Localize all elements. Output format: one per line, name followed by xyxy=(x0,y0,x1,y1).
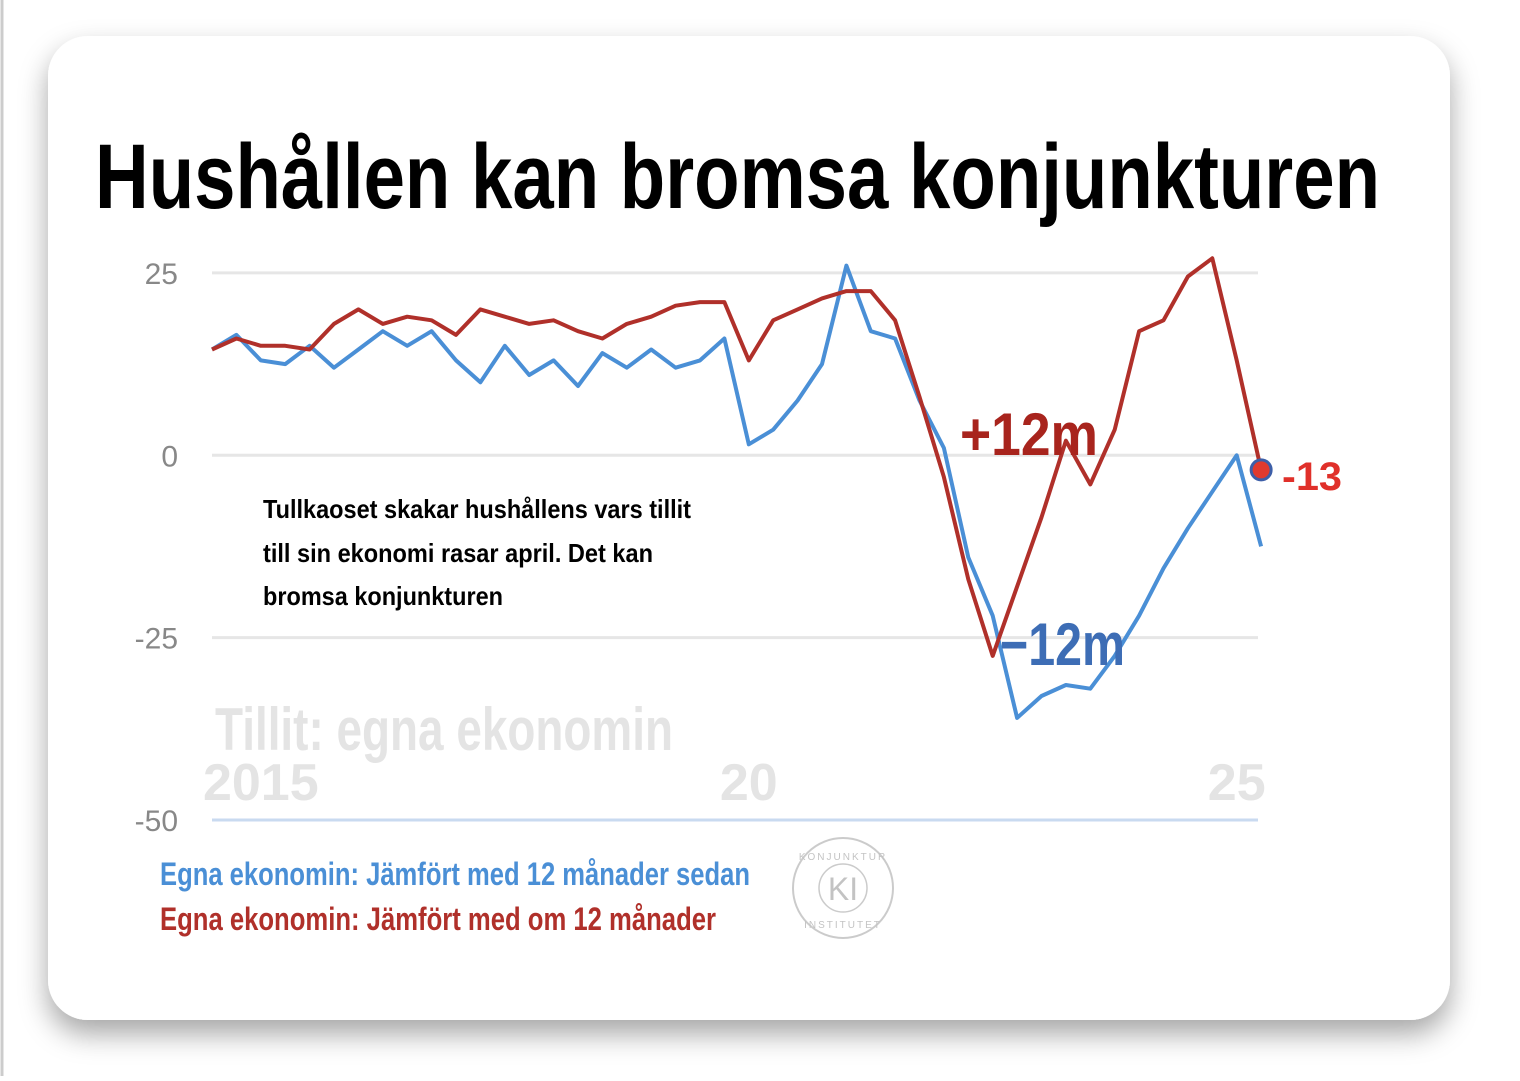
y-tick-label: 25 xyxy=(145,258,178,291)
watermark: Tillit: egna ekonomin xyxy=(215,696,673,763)
y-tick-label: -50 xyxy=(135,805,178,838)
logo-inner xyxy=(818,863,868,913)
y-tick-label: -25 xyxy=(135,623,178,656)
series-line xyxy=(211,256,1264,658)
card xyxy=(48,36,1450,1020)
lines xyxy=(210,256,1273,720)
x-labels: 2015 20 25 xyxy=(203,754,1266,812)
logo-top: KONJUNKTUR xyxy=(799,852,887,863)
end-dot xyxy=(1249,458,1273,482)
annotation-line: Tullkaoset skakar hushållens vars tillit xyxy=(263,494,691,524)
annotation-line: till sin ekonomi rasar april. Det kan xyxy=(263,538,653,568)
logo: KI KONJUNKTUR INSTITUTET xyxy=(792,837,894,939)
annotation: Tullkaoset skakar hushållens vars tillit… xyxy=(263,494,691,611)
x-tick-label: 20 xyxy=(720,754,778,812)
legend-entry: Egna ekonomin: Jämfört med 12 månader se… xyxy=(160,856,750,892)
x-tick-label: 25 xyxy=(1208,754,1266,812)
label-red: +12m xyxy=(960,401,1098,468)
label-blue: −12m xyxy=(1000,611,1125,678)
logo-bottom: INSTITUTET xyxy=(804,920,882,931)
series-line xyxy=(210,263,1264,720)
logo-initials: KI xyxy=(828,871,858,907)
logo-ring xyxy=(792,837,894,939)
end-label: -13 xyxy=(1282,455,1342,499)
chart-title: Hushållen kan bromsa konjunkturen xyxy=(95,126,1380,228)
grid: 25 0 -25 -50 xyxy=(135,258,1258,838)
legend-entry: Egna ekonomin: Jämfört med om 12 månader xyxy=(160,901,716,937)
x-tick-label: 2015 xyxy=(203,754,319,812)
y-tick-label: 0 xyxy=(161,440,178,473)
annotation-line: bromsa konjunkturen xyxy=(263,581,503,611)
